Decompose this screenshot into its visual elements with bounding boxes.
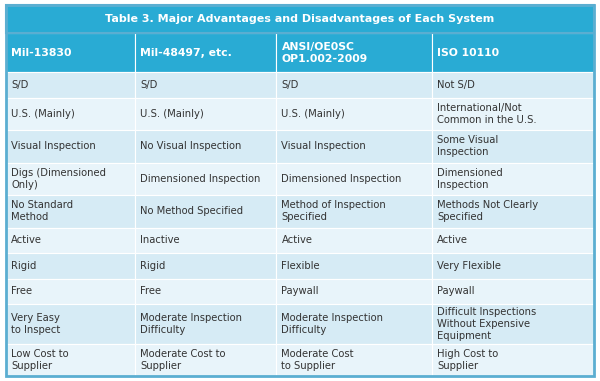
Text: Very Flexible: Very Flexible — [437, 261, 502, 271]
Bar — [6, 344, 136, 376]
Bar — [433, 195, 594, 227]
Text: Moderate Cost to
Supplier: Moderate Cost to Supplier — [140, 349, 226, 371]
Text: Active: Active — [11, 235, 42, 245]
Text: Moderate Inspection
Difficulty: Moderate Inspection Difficulty — [140, 313, 242, 335]
Bar — [6, 130, 136, 163]
Bar — [136, 279, 277, 304]
Bar — [277, 344, 433, 376]
Text: Active: Active — [281, 235, 313, 245]
Bar — [433, 253, 594, 279]
Bar — [433, 163, 594, 195]
Text: Moderate Inspection
Difficulty: Moderate Inspection Difficulty — [281, 313, 383, 335]
Text: Method of Inspection
Specified: Method of Inspection Specified — [281, 200, 386, 223]
Text: Paywall: Paywall — [281, 287, 319, 296]
Bar — [6, 253, 136, 279]
Text: Mil-48497, etc.: Mil-48497, etc. — [140, 48, 232, 58]
Bar — [136, 130, 277, 163]
Text: Dimensioned Inspection: Dimensioned Inspection — [281, 174, 402, 184]
Text: Not S/D: Not S/D — [437, 80, 475, 90]
Bar — [136, 344, 277, 376]
Text: Free: Free — [140, 287, 161, 296]
Text: Inactive: Inactive — [140, 235, 180, 245]
Bar — [6, 5, 594, 33]
Text: Visual Inspection: Visual Inspection — [11, 141, 96, 151]
Text: Free: Free — [11, 287, 32, 296]
Bar — [433, 130, 594, 163]
Text: No Standard
Method: No Standard Method — [11, 200, 73, 223]
Bar — [136, 253, 277, 279]
Text: High Cost to
Supplier: High Cost to Supplier — [437, 349, 499, 371]
Bar — [136, 72, 277, 98]
Bar — [6, 33, 136, 72]
Text: International/Not
Common in the U.S.: International/Not Common in the U.S. — [437, 103, 537, 125]
Bar — [277, 130, 433, 163]
Bar — [277, 253, 433, 279]
Text: Table 3. Major Advantages and Disadvantages of Each System: Table 3. Major Advantages and Disadvanta… — [106, 14, 494, 24]
Bar — [433, 344, 594, 376]
Text: S/D: S/D — [11, 80, 28, 90]
Text: Methods Not Clearly
Specified: Methods Not Clearly Specified — [437, 200, 538, 223]
Bar — [6, 5, 594, 33]
Text: S/D: S/D — [281, 80, 299, 90]
Text: Rigid: Rigid — [11, 261, 37, 271]
Bar — [6, 98, 136, 130]
Bar — [433, 72, 594, 98]
Bar — [136, 163, 277, 195]
Bar — [433, 227, 594, 253]
Bar — [277, 98, 433, 130]
Bar — [6, 279, 136, 304]
Text: ANSI/OE0SC
OP1.002-2009: ANSI/OE0SC OP1.002-2009 — [281, 42, 368, 64]
Text: Paywall: Paywall — [437, 287, 475, 296]
Text: Some Visual
Inspection: Some Visual Inspection — [437, 135, 499, 157]
Bar — [136, 304, 277, 344]
Bar — [6, 227, 136, 253]
Text: Flexible: Flexible — [281, 261, 320, 271]
Text: Moderate Cost
to Supplier: Moderate Cost to Supplier — [281, 349, 354, 371]
Text: Dimensioned
Inspection: Dimensioned Inspection — [437, 168, 503, 190]
Text: U.S. (Mainly): U.S. (Mainly) — [281, 109, 345, 119]
Text: Digs (Dimensioned
Only): Digs (Dimensioned Only) — [11, 168, 106, 190]
Bar — [136, 227, 277, 253]
Bar — [277, 304, 433, 344]
Bar — [136, 98, 277, 130]
Text: Very Easy
to Inspect: Very Easy to Inspect — [11, 313, 60, 335]
Text: Rigid: Rigid — [140, 261, 166, 271]
Text: No Method Specified: No Method Specified — [140, 207, 244, 216]
Text: No Visual Inspection: No Visual Inspection — [140, 141, 242, 151]
Text: Visual Inspection: Visual Inspection — [281, 141, 366, 151]
Bar — [277, 227, 433, 253]
Bar — [6, 195, 136, 227]
Bar — [433, 98, 594, 130]
Bar — [6, 163, 136, 195]
Text: Active: Active — [437, 235, 469, 245]
Bar — [277, 279, 433, 304]
Text: U.S. (Mainly): U.S. (Mainly) — [140, 109, 204, 119]
Bar — [277, 195, 433, 227]
Bar — [136, 195, 277, 227]
Bar — [277, 72, 433, 98]
Bar — [136, 33, 277, 72]
Bar — [277, 33, 433, 72]
Text: Difficult Inspections
Without Expensive
Equipment: Difficult Inspections Without Expensive … — [437, 307, 536, 341]
Text: Low Cost to
Supplier: Low Cost to Supplier — [11, 349, 68, 371]
Bar — [433, 304, 594, 344]
Text: Mil-13830: Mil-13830 — [11, 48, 71, 58]
Text: ISO 10110: ISO 10110 — [437, 48, 499, 58]
Bar — [433, 33, 594, 72]
Bar — [277, 163, 433, 195]
Bar — [6, 304, 136, 344]
Bar — [433, 279, 594, 304]
Text: S/D: S/D — [140, 80, 158, 90]
Text: Dimensioned Inspection: Dimensioned Inspection — [140, 174, 261, 184]
Text: U.S. (Mainly): U.S. (Mainly) — [11, 109, 75, 119]
Bar — [6, 72, 136, 98]
